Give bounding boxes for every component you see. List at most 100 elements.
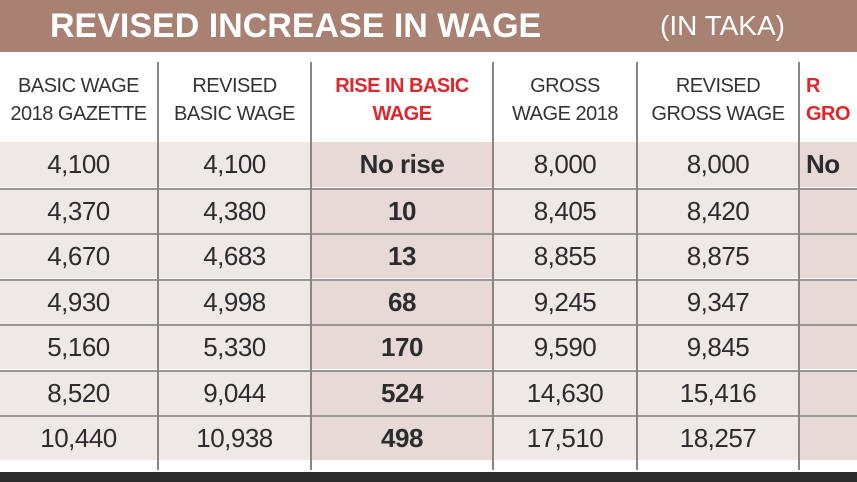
table-cell: 17,510 (494, 415, 636, 460)
column-header-line: REVISED (675, 75, 761, 97)
cell-value: 4,670 (47, 241, 110, 271)
column-header-line: 2018 GAZETTE (10, 103, 147, 125)
table-cell: 10 (312, 187, 492, 233)
table-cell: 18,257 (638, 415, 798, 460)
column-header: R GRO (800, 58, 857, 142)
table-cell: 68 (312, 278, 492, 324)
unit-label: (IN TAKA) (660, 10, 785, 41)
table-cell: 5,330 (159, 324, 310, 369)
cell-value: No rise (359, 149, 445, 179)
cell-value: 9,245 (533, 286, 597, 317)
cell-value: 4,380 (203, 195, 266, 226)
cell-value: 4,100 (203, 149, 266, 179)
table-cell: 9,845 (638, 324, 798, 369)
table-cell: 13 (312, 233, 492, 278)
cell-value: 8,855 (533, 241, 597, 271)
column-header: BASIC WAGE 2018 GAZETTE (0, 58, 157, 142)
cell-value: 68 (388, 286, 416, 317)
cell-value: 498 (381, 423, 423, 453)
cell-value: 5,160 (47, 332, 110, 362)
table-cell: 10,440 (0, 415, 157, 460)
table-cell: 9,245 (494, 278, 636, 324)
table-cell: 8,000 (494, 142, 636, 187)
table-column: BASIC WAGE 2018 GAZETTE 4,100 4,370 4,670 4,9… (0, 58, 157, 470)
column-header: RISE IN BASIC WAGE (312, 58, 492, 142)
table-cell: No (800, 142, 857, 187)
column-header: GROSS WAGE 2018 (494, 58, 636, 142)
column-header-line: REVISED (192, 75, 277, 97)
column-header-line: GROSS WAGE (651, 103, 785, 125)
cell-value: 4,370 (47, 195, 110, 226)
table-cell (800, 324, 857, 369)
cell-value: 4,100 (47, 149, 110, 179)
column-header: REVISED GROSS WAGE (638, 58, 798, 142)
table-cell: 4,930 (0, 278, 157, 324)
table-cell: 4,370 (0, 187, 157, 233)
table-cell: 9,044 (159, 369, 310, 415)
table-cell: 4,380 (159, 187, 310, 233)
column-divider (157, 62, 159, 470)
table-cell: 8,875 (638, 233, 798, 278)
cell-value: No (806, 149, 840, 179)
column-header-line: BASIC WAGE (18, 75, 139, 97)
cell-value: 15,416 (679, 377, 757, 408)
column-divider (310, 62, 312, 470)
cell-value: 10 (388, 195, 416, 226)
cell-value: 10,938 (196, 423, 273, 453)
table-column: R GRO No (800, 58, 857, 470)
cell-value: 9,590 (533, 332, 597, 362)
column-divider (636, 62, 638, 470)
table-cell: 498 (312, 415, 492, 460)
table-cell: 8,000 (638, 142, 798, 187)
column-header-line: R (806, 75, 820, 97)
cell-value: 14,630 (526, 377, 604, 408)
cell-value: 4,998 (203, 286, 266, 317)
cell-value: 9,347 (686, 286, 750, 317)
table-cell (800, 187, 857, 233)
column-header: REVISED BASIC WAGE (159, 58, 310, 142)
table-cell: 9,590 (494, 324, 636, 369)
column-header-line: GRO (806, 103, 851, 125)
cell-value: 5,330 (203, 332, 266, 362)
table-cell: 8,855 (494, 233, 636, 278)
cell-value: 8,000 (686, 149, 750, 179)
column-header-line: RISE IN BASIC (335, 75, 469, 97)
table-column: REVISED BASIC WAGE 4,100 4,380 4,683 4,998 5,3… (159, 58, 310, 470)
cell-value: 13 (388, 241, 416, 271)
cell-value: 9,845 (686, 332, 750, 362)
table-cell: 10,938 (159, 415, 310, 460)
cell-value: 170 (381, 332, 423, 362)
cell-value: 8,520 (47, 377, 110, 408)
title-banner: REVISED INCREASE IN WAGE (IN TAKA) (0, 0, 857, 52)
table-cell: 8,420 (638, 187, 798, 233)
table-cell: 4,998 (159, 278, 310, 324)
table-cell: 170 (312, 324, 492, 369)
table-cell: No rise (312, 142, 492, 187)
cell-value: 8,000 (533, 149, 597, 179)
cell-value: 10,440 (40, 423, 117, 453)
table-column: RISE IN BASIC WAGE No rise 10 13 68 170 524 498 (312, 58, 492, 470)
table-cell (800, 369, 857, 415)
cell-value: 524 (381, 377, 423, 408)
cell-value: 17,510 (526, 423, 604, 453)
column-header-line: GROSS (530, 75, 600, 97)
table-column: GROSS WAGE 2018 8,000 8,405 8,855 9,245 9,590 1… (494, 58, 636, 470)
table-cell: 9,347 (638, 278, 798, 324)
table-cell: 15,416 (638, 369, 798, 415)
column-divider (492, 62, 494, 470)
table-cell: 4,100 (159, 142, 310, 187)
cell-value: 8,405 (533, 195, 597, 226)
cell-value: 9,044 (203, 377, 266, 408)
table-cell: 4,670 (0, 233, 157, 278)
cell-value: 8,875 (686, 241, 750, 271)
table-cell (800, 233, 857, 278)
table-cell: 5,160 (0, 324, 157, 369)
column-divider (798, 62, 800, 470)
table-cell: 8,520 (0, 369, 157, 415)
table-column: REVISED GROSS WAGE 8,000 8,420 8,875 9,347 9,8… (638, 58, 798, 470)
table-cell (800, 278, 857, 324)
table-cell: 8,405 (494, 187, 636, 233)
cell-value: 8,420 (686, 195, 750, 226)
bottom-bar (0, 472, 857, 482)
table-cell (800, 415, 857, 460)
